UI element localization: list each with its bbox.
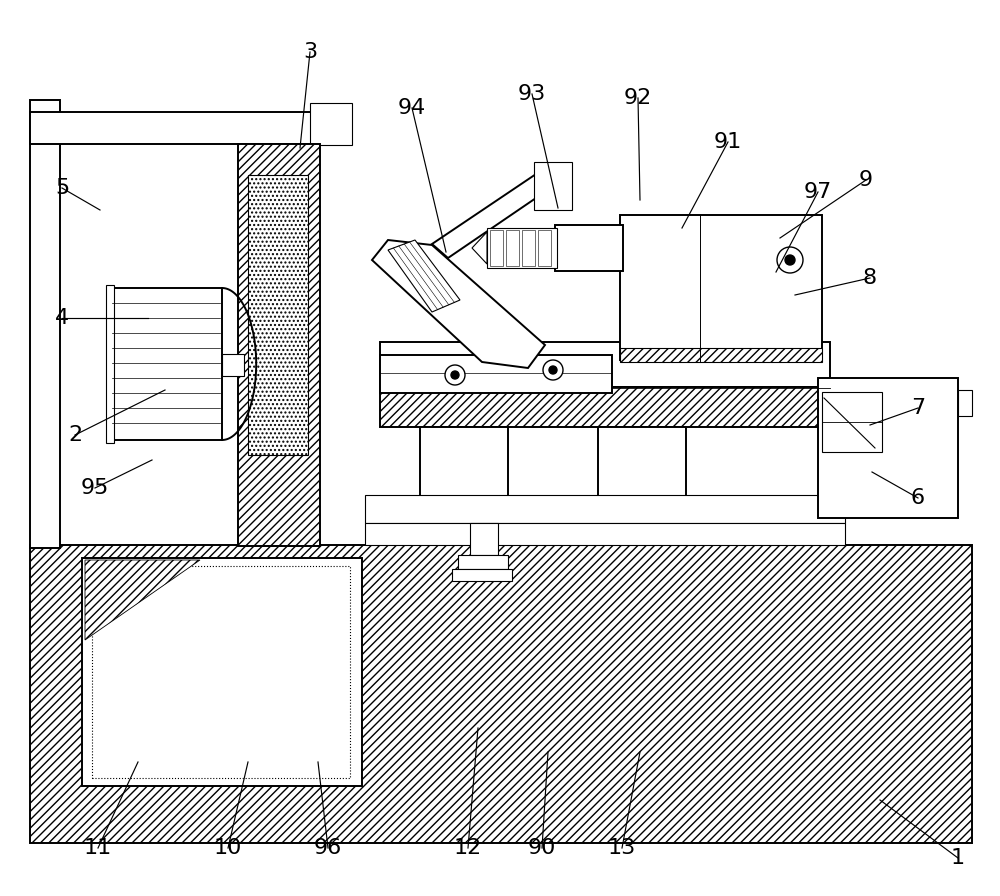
Text: 97: 97 [804,182,832,202]
Circle shape [549,366,557,374]
Polygon shape [85,560,200,640]
Bar [452,569,512,581]
Text: 4: 4 [55,308,69,328]
Bar [522,230,535,266]
Text: 96: 96 [314,838,342,858]
Text: 91: 91 [714,132,742,152]
Bar [310,103,352,145]
Text: 1: 1 [951,848,965,868]
Circle shape [777,247,803,273]
Bar [380,355,612,393]
Bar [958,390,972,416]
Bar [420,427,508,545]
Bar [222,354,244,376]
Bar [818,378,958,518]
Text: 9: 9 [859,170,873,190]
Text: 3: 3 [303,42,317,62]
Bar [534,162,572,210]
Bar [487,228,557,268]
Bar [620,348,822,362]
Circle shape [785,255,795,265]
Bar [620,215,822,360]
Text: 7: 7 [911,398,925,418]
Bar [822,392,882,452]
Text: 2: 2 [68,425,82,445]
Bar [238,144,320,546]
Bar [538,230,551,266]
Bar [458,555,508,569]
Bar [110,288,222,440]
Bar [82,558,362,786]
Text: 6: 6 [911,488,925,508]
Circle shape [451,371,459,379]
Bar [380,387,830,427]
Text: 95: 95 [81,478,109,498]
Text: 92: 92 [624,88,652,108]
Bar [30,112,350,144]
Text: 8: 8 [863,268,877,288]
Text: 11: 11 [84,838,112,858]
Text: 12: 12 [454,838,482,858]
Bar [470,523,498,555]
Bar [30,100,60,548]
Text: 5: 5 [55,178,69,198]
Bar [365,495,845,523]
Bar [506,230,519,266]
Bar [30,545,972,843]
Text: 13: 13 [608,838,636,858]
Polygon shape [472,232,487,264]
Bar [92,566,350,778]
Bar [248,175,308,455]
Text: 90: 90 [528,838,556,858]
Bar [598,427,686,545]
Bar [106,285,114,443]
Bar [555,225,623,271]
Text: 94: 94 [398,98,426,118]
Polygon shape [388,240,460,312]
Bar [365,523,845,545]
Circle shape [543,360,563,380]
Polygon shape [432,168,558,258]
Text: 10: 10 [214,838,242,858]
Bar [380,342,830,387]
Bar [490,230,503,266]
Polygon shape [372,240,545,368]
Text: 93: 93 [518,84,546,104]
Circle shape [445,365,465,385]
